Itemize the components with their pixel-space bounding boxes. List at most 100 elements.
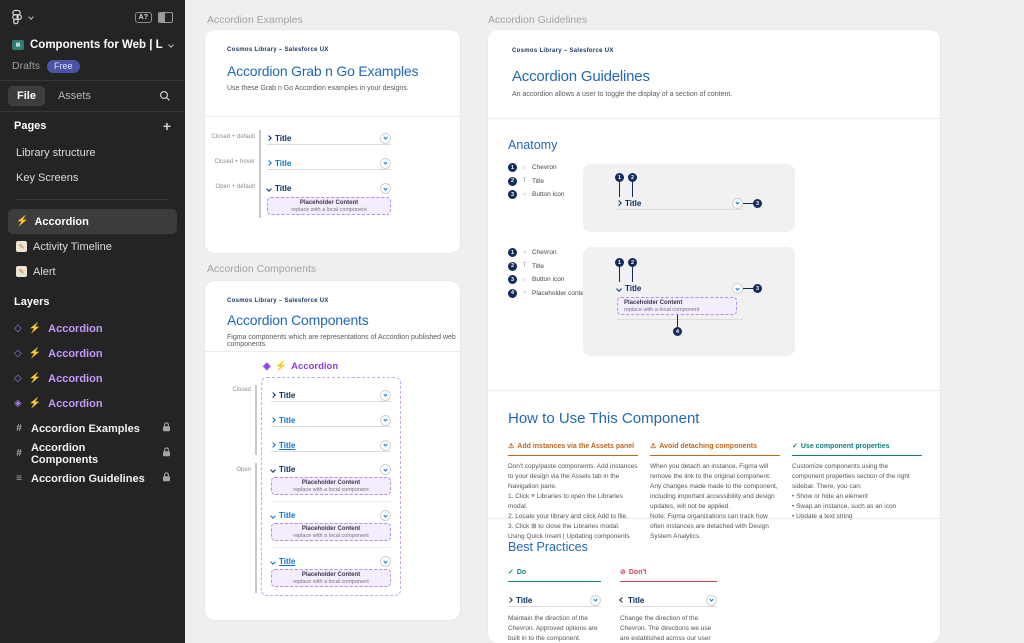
- accordion-button-icon[interactable]: [380, 439, 391, 451]
- layer-label: Accordion: [48, 347, 103, 360]
- placeholder-content[interactable]: Placeholder Content replace with a local…: [267, 197, 391, 215]
- section-icon: ≡: [16, 473, 22, 484]
- instance-icon: ◇: [14, 372, 22, 384]
- layers-header: Layers: [0, 288, 185, 316]
- frame-accordion-examples[interactable]: Cosmos Library – Salesforce UX Accordion…: [205, 30, 460, 253]
- warning-icon: ⚠: [650, 443, 657, 450]
- accordion-title: Title: [279, 415, 296, 425]
- how-to-body: When you detach an instance, Figma will …: [650, 463, 778, 541]
- placeholder-content[interactable]: Placeholder Content replace with a local…: [271, 477, 391, 495]
- layer-accordion-instance[interactable]: ◇ ⚡ Accordion: [0, 366, 185, 391]
- file-thumbnail-icon: ▦: [12, 40, 24, 50]
- layer-label: Accordion Examples: [31, 422, 140, 435]
- page-item-library-structure[interactable]: Library structure: [0, 140, 185, 165]
- marker-4: 4: [673, 327, 682, 336]
- file-menu-chevron-icon[interactable]: [168, 42, 174, 48]
- legend-label: Title: [532, 177, 545, 185]
- dont-heading: ⊘ Don't: [620, 568, 717, 582]
- layer-accordion-instance[interactable]: ◇ ⚡ Accordion: [0, 316, 185, 341]
- accordion-button-icon[interactable]: [380, 510, 391, 521]
- lock-icon[interactable]: [162, 447, 171, 460]
- figma-logo-icon[interactable]: [12, 9, 23, 25]
- layer-accordion-guidelines-section[interactable]: ≡ Accordion Guidelines: [0, 466, 185, 491]
- accordion-row-closed-focus[interactable]: Title: [270, 439, 391, 452]
- marker-4: 4: [508, 288, 517, 298]
- accordion-row-open-focus[interactable]: Title: [270, 555, 391, 568]
- accordion-button-icon[interactable]: [380, 414, 391, 426]
- legend-item: 2 T Title: [508, 261, 589, 271]
- lock-icon[interactable]: [162, 472, 171, 485]
- section-label-guidelines[interactable]: Accordion Guidelines: [488, 14, 588, 26]
- lightning-icon: ⚡: [28, 347, 42, 359]
- file-header[interactable]: ▦ Components for Web | Li...: [0, 34, 185, 56]
- accordion-title: Title: [275, 133, 292, 143]
- search-icon[interactable]: [159, 90, 171, 102]
- design-canvas[interactable]: Accordion Examples Accordion Components …: [185, 0, 1024, 643]
- divider: [488, 390, 940, 391]
- layer-accordion-examples-frame[interactable]: # Accordion Examples: [0, 416, 185, 441]
- property-icon: ○: [522, 290, 527, 296]
- instance-icon: ◇: [14, 322, 22, 334]
- accordion-row-closed-default[interactable]: Title: [266, 132, 391, 145]
- accordion-row-open-default[interactable]: Title: [266, 182, 391, 195]
- layer-accordion-component[interactable]: ◈ ⚡ Accordion: [0, 391, 185, 416]
- section-label-components[interactable]: Accordion Components: [207, 263, 317, 275]
- state-label: Closed + default: [211, 134, 255, 140]
- placeholder-subtitle: replace with a local component: [293, 532, 369, 539]
- page-item-key-screens[interactable]: Key Screens: [0, 165, 185, 190]
- legend-item: 2 T Title: [508, 176, 565, 186]
- file-location[interactable]: Drafts: [12, 60, 41, 72]
- component-header[interactable]: ◈ ⚡ Accordion: [263, 361, 338, 372]
- accordion-title: Title: [279, 511, 296, 520]
- file-name[interactable]: Components for Web | Li...: [30, 39, 163, 51]
- frame-accordion-guidelines[interactable]: Cosmos Library – Salesforce UX Accordion…: [488, 30, 940, 643]
- tab-file[interactable]: File: [8, 86, 45, 106]
- accordion-row-open-hover[interactable]: Title: [270, 509, 391, 522]
- anatomy-diagram-closed: 1 2 Title 3: [583, 164, 795, 232]
- divider: [205, 116, 460, 117]
- accordion-title: Title: [275, 158, 292, 168]
- accordion-button-icon[interactable]: [380, 157, 391, 169]
- chevron-down-icon: [270, 466, 276, 473]
- layer-accordion-instance[interactable]: ◇ ⚡ Accordion: [0, 341, 185, 366]
- chevron-down-icon: [616, 285, 622, 292]
- component-icon: ◈: [14, 397, 22, 409]
- accordion-button-icon[interactable]: [380, 556, 391, 567]
- accordion-row-closed-hover[interactable]: Title: [266, 157, 391, 170]
- toggle-panel-icon[interactable]: [158, 11, 173, 23]
- main-menu-chevron-icon[interactable]: [28, 14, 34, 20]
- layer-accordion-components-frame[interactable]: # Accordion Components: [0, 441, 185, 466]
- accordion-button-icon[interactable]: [380, 183, 391, 194]
- accordion-row-closed-hover[interactable]: Title: [270, 414, 391, 427]
- legend-label: Button icon: [532, 276, 565, 283]
- accordion-button-icon[interactable]: [380, 464, 391, 475]
- lock-icon[interactable]: [162, 422, 171, 435]
- add-page-icon[interactable]: +: [162, 118, 171, 134]
- accordion-button-icon[interactable]: [380, 389, 391, 401]
- chevron-right-icon: [270, 442, 276, 448]
- placeholder-content[interactable]: Placeholder Content replace with a local…: [271, 569, 391, 587]
- heading-text: Do: [516, 568, 527, 576]
- accordion-row-anatomy: Title: [616, 197, 743, 210]
- eyebrow: Cosmos Library – Salesforce UX: [227, 298, 329, 304]
- accordion-row-closed-default[interactable]: Title: [270, 389, 391, 402]
- how-to-column-assets: ⚠ Add instances via the Assets panel Don…: [508, 442, 638, 543]
- quick-actions-icon[interactable]: A?: [134, 11, 152, 23]
- section-label-examples[interactable]: Accordion Examples: [207, 14, 303, 26]
- page-item-alert[interactable]: ✎ Alert: [0, 259, 185, 284]
- accordion-button-icon[interactable]: [380, 132, 391, 144]
- chevron-left-icon: [619, 597, 625, 603]
- heading-text: Use component properties: [800, 442, 890, 450]
- annotation-line: [619, 267, 620, 282]
- accordion-row-open-default[interactable]: Title: [270, 463, 391, 476]
- legend-label: Button icon: [532, 191, 565, 198]
- page-item-activity-timeline[interactable]: ✎ Activity Timeline: [0, 234, 185, 259]
- page-item-accordion[interactable]: ⚡ Accordion: [8, 209, 177, 234]
- placeholder-content[interactable]: Placeholder Content replace with a local…: [271, 523, 391, 541]
- frame-accordion-components[interactable]: Cosmos Library – Salesforce UX Accordion…: [205, 281, 460, 620]
- how-to-column-detaching: ⚠ Avoid detaching components When you de…: [650, 442, 780, 543]
- tab-assets[interactable]: Assets: [57, 90, 91, 102]
- accordion-button-icon: [590, 594, 601, 606]
- dont-caption: Change the direction of the Chevron. The…: [620, 615, 712, 642]
- legend-label: Placeholder content: [532, 289, 590, 297]
